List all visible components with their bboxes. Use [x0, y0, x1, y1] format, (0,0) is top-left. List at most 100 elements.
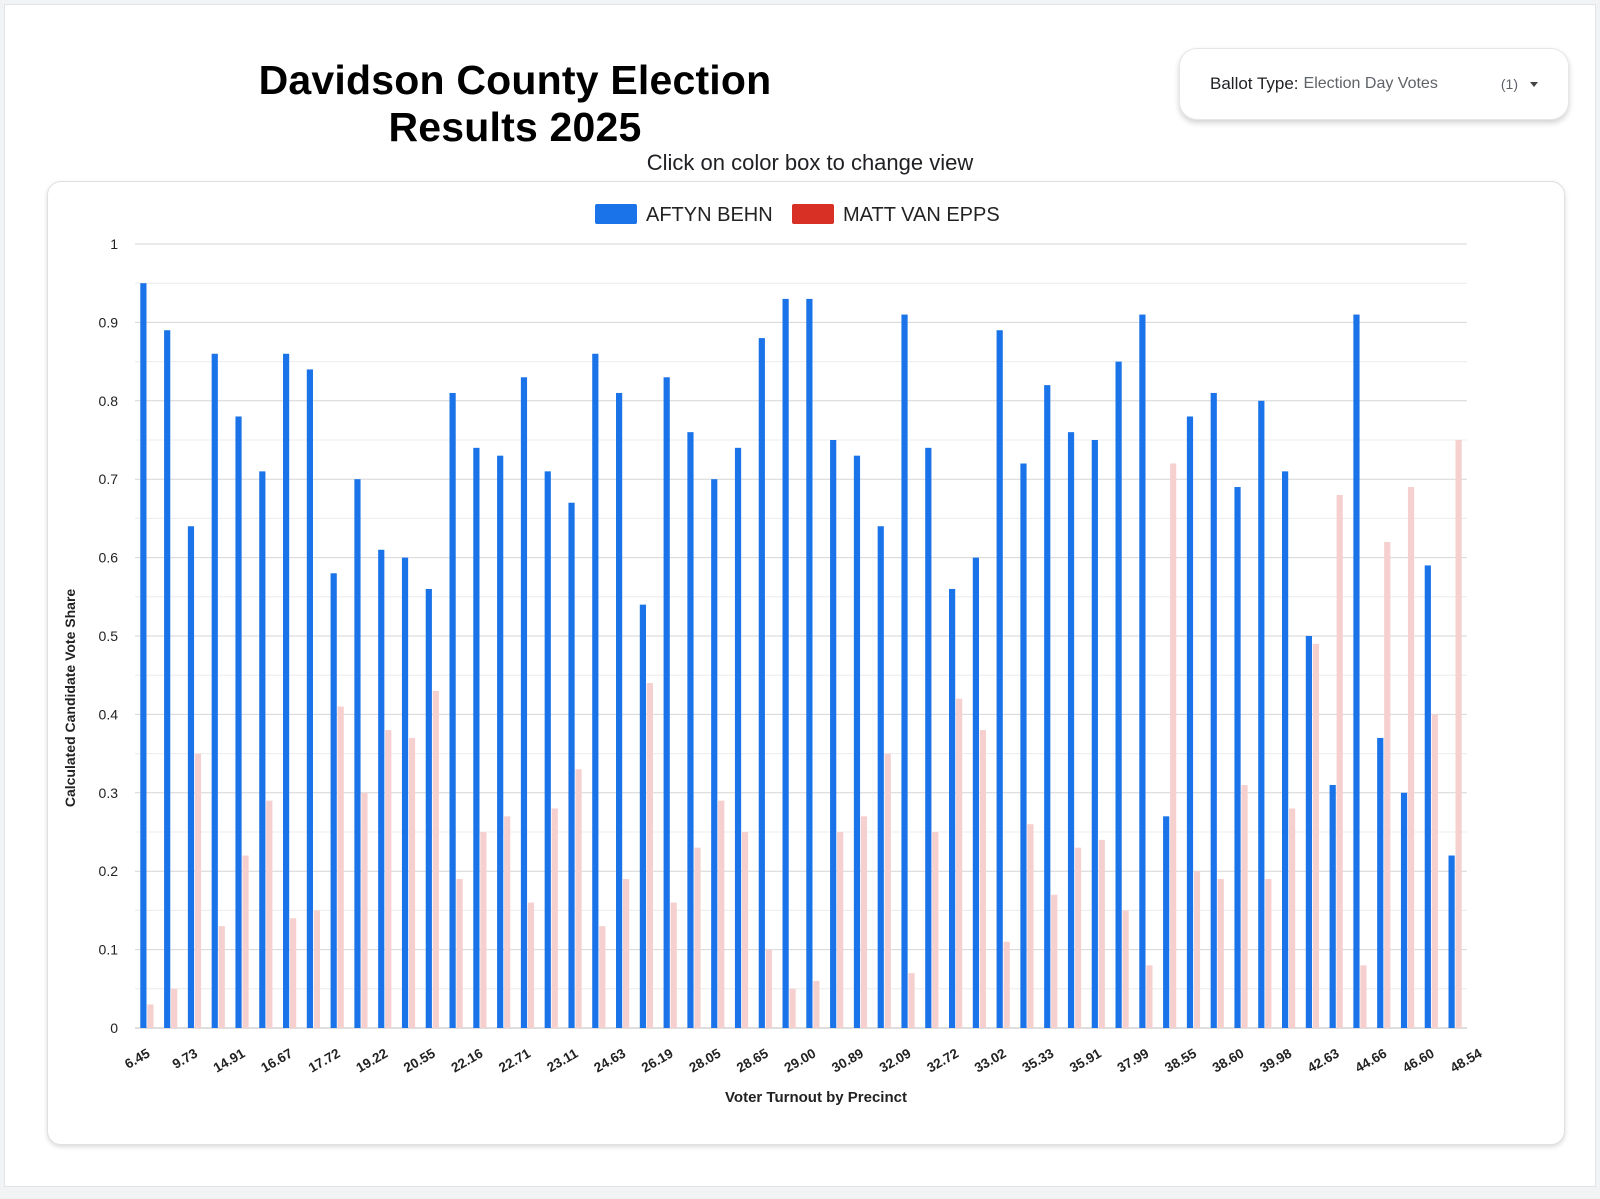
bar-matt-van-epps[interactable] [504, 816, 511, 1028]
bar-aftyn-behn[interactable] [1377, 737, 1384, 1028]
bar-matt-van-epps[interactable] [527, 902, 535, 1028]
bar-aftyn-behn[interactable] [164, 330, 171, 1028]
bar-aftyn-behn[interactable] [568, 502, 575, 1029]
bar-aftyn-behn[interactable] [758, 338, 765, 1028]
bar-matt-van-epps[interactable] [765, 949, 772, 1028]
bar-matt-van-epps[interactable] [956, 698, 963, 1028]
bar-aftyn-behn[interactable] [235, 416, 242, 1028]
bar-aftyn-behn[interactable] [544, 471, 551, 1028]
bar-aftyn-behn[interactable] [1210, 392, 1217, 1028]
bar-matt-van-epps[interactable] [789, 988, 796, 1028]
bar-aftyn-behn[interactable] [1091, 440, 1098, 1028]
bar-aftyn-behn[interactable] [830, 440, 837, 1028]
bar-matt-van-epps[interactable] [147, 1004, 154, 1028]
bar-aftyn-behn[interactable] [497, 455, 504, 1028]
ballot-type-dropdown[interactable]: Ballot Type: Election Day Votes (1) [1179, 48, 1569, 120]
bar-aftyn-behn[interactable] [1163, 816, 1170, 1028]
bar-aftyn-behn[interactable] [1400, 792, 1408, 1028]
bar-aftyn-behn[interactable] [520, 377, 528, 1028]
bar-matt-van-epps[interactable] [1312, 643, 1319, 1028]
bar-aftyn-behn[interactable] [473, 447, 480, 1029]
bar-aftyn-behn[interactable] [1020, 463, 1027, 1028]
bar-matt-van-epps[interactable] [908, 973, 915, 1028]
bar-matt-van-epps[interactable] [385, 730, 392, 1028]
bar-aftyn-behn[interactable] [996, 330, 1003, 1028]
bar-matt-van-epps[interactable] [979, 730, 986, 1028]
bar-matt-van-epps[interactable] [1360, 965, 1367, 1028]
bar-matt-van-epps[interactable] [1384, 541, 1391, 1028]
bar-matt-van-epps[interactable] [599, 926, 606, 1028]
bar-matt-van-epps[interactable] [1098, 839, 1105, 1028]
bar-aftyn-behn[interactable] [949, 588, 956, 1028]
bar-matt-van-epps[interactable] [623, 879, 630, 1028]
bar-aftyn-behn[interactable] [1044, 385, 1051, 1028]
bar-aftyn-behn[interactable] [1258, 400, 1265, 1028]
bar-aftyn-behn[interactable] [354, 479, 361, 1028]
legend-matt-van-epps-swatch[interactable] [792, 204, 834, 224]
bar-aftyn-behn[interactable] [1329, 784, 1336, 1028]
bar-aftyn-behn[interactable] [449, 392, 456, 1028]
bar-aftyn-behn[interactable] [259, 471, 266, 1028]
bar-matt-van-epps[interactable] [1170, 463, 1177, 1028]
bar-aftyn-behn[interactable] [616, 392, 623, 1028]
bar-aftyn-behn[interactable] [187, 526, 195, 1028]
bar-matt-van-epps[interactable] [932, 832, 939, 1028]
bar-matt-van-epps[interactable] [1146, 965, 1153, 1028]
bar-aftyn-behn[interactable] [1115, 361, 1122, 1029]
bar-matt-van-epps[interactable] [1265, 879, 1272, 1028]
bar-matt-van-epps[interactable] [456, 879, 463, 1028]
bar-aftyn-behn[interactable] [1448, 855, 1455, 1028]
bar-aftyn-behn[interactable] [687, 432, 694, 1028]
bar-matt-van-epps[interactable] [694, 847, 701, 1028]
bar-matt-van-epps[interactable] [1074, 847, 1082, 1028]
bar-matt-van-epps[interactable] [432, 690, 439, 1028]
bar-aftyn-behn[interactable] [901, 314, 908, 1028]
bar-matt-van-epps[interactable] [1051, 894, 1058, 1028]
bar-matt-van-epps[interactable] [670, 902, 677, 1028]
legend-aftyn-behn-label[interactable]: AFTYN BEHN [646, 204, 773, 226]
bar-aftyn-behn[interactable] [1353, 314, 1360, 1028]
bar-aftyn-behn[interactable] [1234, 487, 1241, 1028]
bar-matt-van-epps[interactable] [813, 980, 820, 1028]
bar-matt-van-epps[interactable] [290, 918, 297, 1028]
bar-matt-van-epps[interactable] [1407, 487, 1415, 1028]
bar-aftyn-behn[interactable] [1186, 416, 1194, 1028]
bar-matt-van-epps[interactable] [408, 737, 416, 1028]
bar-matt-van-epps[interactable] [718, 800, 725, 1028]
bar-matt-van-epps[interactable] [646, 683, 653, 1028]
bar-matt-van-epps[interactable] [1431, 714, 1438, 1028]
bar-aftyn-behn[interactable] [592, 353, 599, 1028]
bar-matt-van-epps[interactable] [218, 926, 225, 1028]
bar-matt-van-epps[interactable] [1241, 784, 1248, 1028]
bar-aftyn-behn[interactable] [1424, 565, 1431, 1028]
bar-matt-van-epps[interactable] [1003, 941, 1010, 1028]
bar-aftyn-behn[interactable] [401, 557, 409, 1028]
bar-aftyn-behn[interactable] [877, 526, 884, 1028]
bar-aftyn-behn[interactable] [306, 369, 313, 1028]
bar-matt-van-epps[interactable] [884, 753, 891, 1028]
bar-aftyn-behn[interactable] [283, 353, 290, 1028]
bar-aftyn-behn[interactable] [1305, 636, 1312, 1028]
bar-matt-van-epps[interactable] [551, 808, 558, 1028]
bar-matt-van-epps[interactable] [575, 769, 582, 1028]
bar-aftyn-behn[interactable] [1282, 471, 1289, 1028]
bar-aftyn-behn[interactable] [378, 549, 385, 1028]
legend-matt-van-epps-label[interactable]: MATT VAN EPPS [843, 204, 1000, 226]
bar-aftyn-behn[interactable] [782, 298, 789, 1028]
bar-aftyn-behn[interactable] [806, 298, 813, 1028]
bar-matt-van-epps[interactable] [480, 832, 487, 1028]
bar-aftyn-behn[interactable] [639, 604, 646, 1028]
bar-matt-van-epps[interactable] [194, 753, 202, 1028]
bar-aftyn-behn[interactable] [140, 283, 147, 1028]
bar-matt-van-epps[interactable] [837, 832, 844, 1028]
bar-aftyn-behn[interactable] [1139, 314, 1146, 1028]
bar-aftyn-behn[interactable] [853, 455, 861, 1028]
bar-matt-van-epps[interactable] [1122, 910, 1129, 1028]
bar-aftyn-behn[interactable] [1067, 432, 1075, 1028]
bar-matt-van-epps[interactable] [1027, 824, 1034, 1028]
bar-matt-van-epps[interactable] [1217, 879, 1224, 1028]
bar-aftyn-behn[interactable] [211, 353, 218, 1028]
bar-aftyn-behn[interactable] [734, 447, 742, 1029]
bar-aftyn-behn[interactable] [972, 557, 979, 1028]
bar-aftyn-behn[interactable] [663, 377, 670, 1028]
